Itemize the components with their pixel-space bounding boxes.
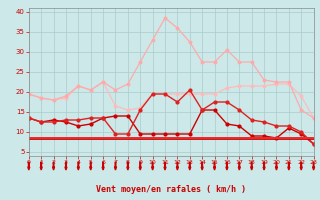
Text: Vent moyen/en rafales ( km/h ): Vent moyen/en rafales ( km/h ) (96, 185, 246, 194)
